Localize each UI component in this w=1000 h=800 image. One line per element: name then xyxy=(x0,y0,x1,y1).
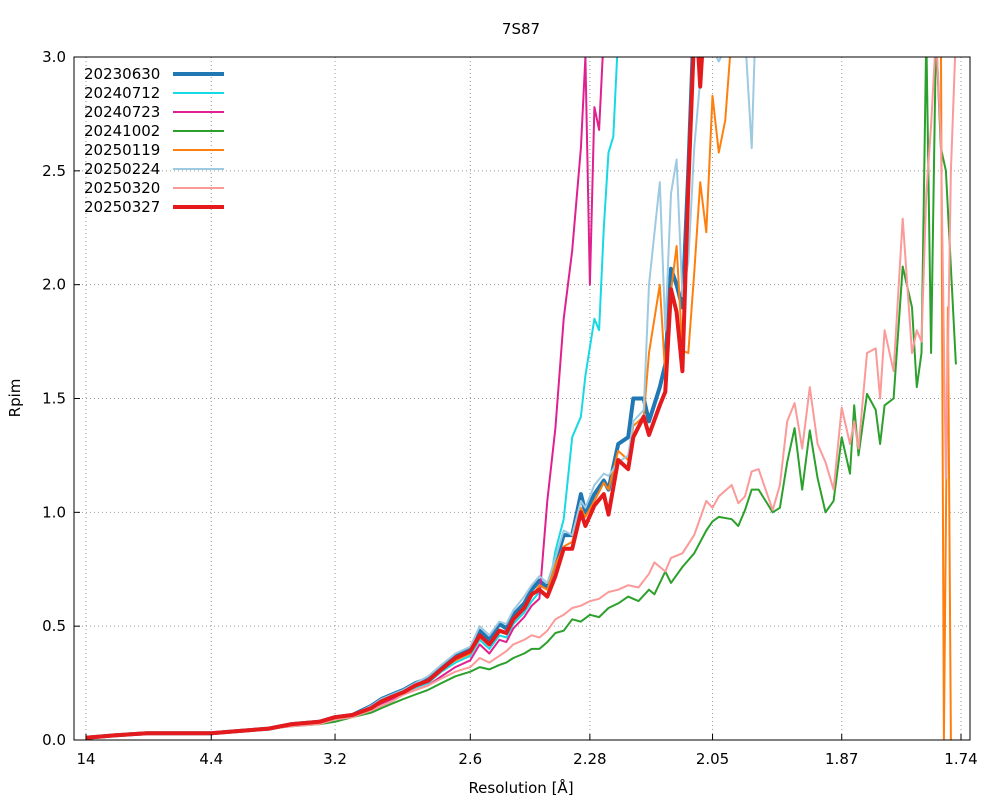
legend-label: 20241002 xyxy=(84,122,160,140)
x-tick-label: 2.05 xyxy=(696,750,729,768)
legend-label: 20240723 xyxy=(84,103,160,121)
legend-label: 20240712 xyxy=(84,84,160,102)
y-tick-label: 1.5 xyxy=(42,390,66,408)
series-line-20230630 xyxy=(85,57,695,740)
legend-label: 20250320 xyxy=(84,179,160,197)
legend-label: 20250119 xyxy=(84,141,160,159)
series-lines xyxy=(85,57,957,740)
y-tick-label: 0.5 xyxy=(42,617,66,635)
series-line-20241002 xyxy=(85,57,957,739)
y-axis-title: Rpim xyxy=(6,379,24,418)
y-tick-label: 2.5 xyxy=(42,162,66,180)
series-line-20250119 xyxy=(85,57,952,740)
x-tick-label: 2.6 xyxy=(458,750,482,768)
y-tick-label: 3.0 xyxy=(42,48,66,66)
x-tick-label: 4.4 xyxy=(199,750,223,768)
x-axis-title: Resolution [Å] xyxy=(468,778,573,797)
legend: 2023063020240712202407232024100220250119… xyxy=(84,65,224,216)
x-tick-label: 14 xyxy=(76,750,95,768)
x-tick-label: 2.28 xyxy=(573,750,606,768)
series-line-20240712 xyxy=(85,57,619,739)
x-tick-label: 1.87 xyxy=(825,750,858,768)
x-axis: 14 4.4 3.2 2.6 2.28 2.05 1.87 1.74 xyxy=(76,734,978,768)
series-line-20240723 xyxy=(85,57,604,739)
y-tick-label: 0.0 xyxy=(42,731,66,749)
x-tick-label: 1.74 xyxy=(944,750,977,768)
chart-title: 7S87 xyxy=(502,20,540,38)
series-line-20250327 xyxy=(85,57,704,740)
x-tick-label: 3.2 xyxy=(323,750,347,768)
legend-label: 20250327 xyxy=(84,198,160,216)
y-tick-label: 1.0 xyxy=(42,503,66,521)
legend-label: 20230630 xyxy=(84,65,160,83)
y-axis: 0.0 0.5 1.0 1.5 2.0 2.5 3.0 xyxy=(42,48,80,749)
series-line-20250224 xyxy=(85,57,756,739)
legend-label: 20250224 xyxy=(84,160,160,178)
series-line-20250320 xyxy=(85,57,957,739)
y-tick-label: 2.0 xyxy=(42,276,66,294)
plot-area xyxy=(85,57,957,740)
gridlines xyxy=(74,56,970,741)
